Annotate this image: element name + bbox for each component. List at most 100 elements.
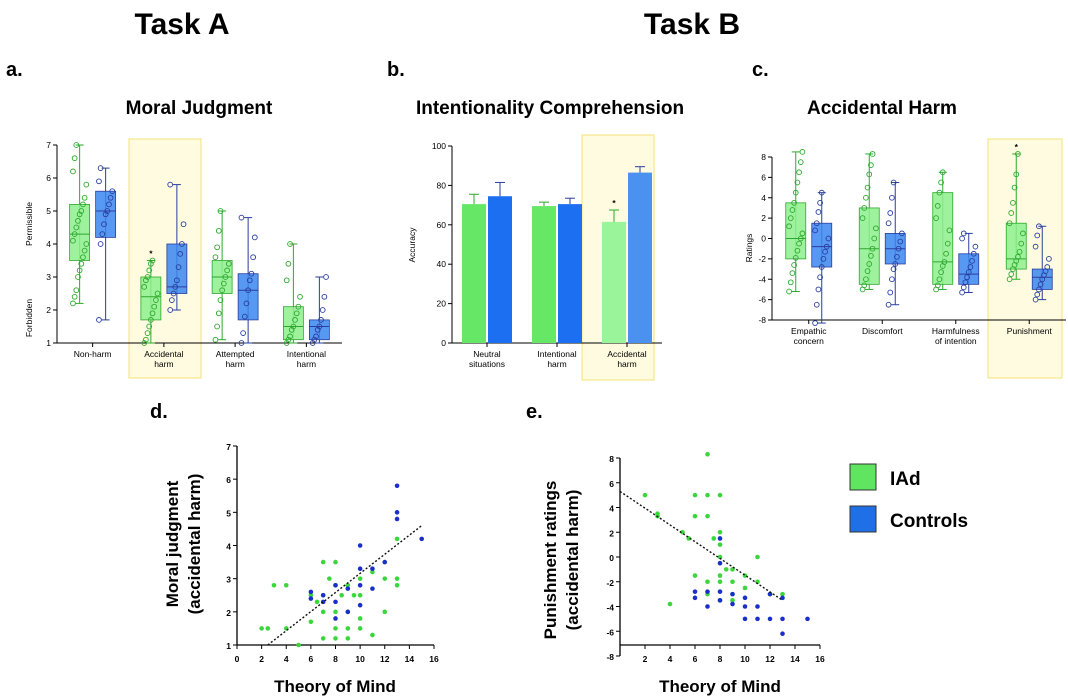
y-tick-label: 8	[761, 152, 766, 162]
x-tick-label-attempted-harm: Attempted	[216, 349, 255, 359]
data-point	[742, 616, 748, 622]
y-tick-label: 2	[226, 608, 231, 618]
data-point	[75, 274, 81, 280]
data-point	[320, 592, 326, 598]
y-tick-label: 0	[761, 234, 766, 244]
x-tick-label: 14	[405, 654, 415, 664]
data-point	[787, 215, 794, 221]
y-tick-label: 3	[46, 272, 51, 282]
data-point	[333, 599, 338, 605]
data-point	[321, 293, 328, 300]
data-point	[717, 560, 723, 566]
data-point	[283, 583, 289, 588]
data-point	[812, 320, 818, 326]
data-point	[215, 310, 222, 317]
data-point	[143, 336, 149, 343]
data-point	[370, 586, 375, 591]
x-tick-label-harmfulness-of-intention: of intention	[935, 336, 977, 346]
data-point	[962, 279, 969, 286]
data-point	[212, 254, 219, 261]
data-point	[933, 215, 939, 221]
data-point	[868, 162, 874, 169]
data-point	[394, 516, 400, 522]
data-point	[102, 211, 109, 218]
data-point	[730, 598, 735, 603]
data-point	[283, 340, 290, 346]
data-point	[780, 631, 785, 637]
data-point	[357, 576, 363, 581]
data-point	[357, 616, 363, 621]
data-point	[711, 536, 717, 541]
y-axis-label: Ratings	[744, 234, 754, 263]
data-point	[805, 616, 810, 622]
x-tick-label: 2	[643, 654, 648, 664]
data-point	[792, 189, 799, 196]
data-point	[259, 626, 264, 631]
data-point	[730, 601, 735, 607]
x-axis-label: Theory of Mind	[274, 677, 396, 696]
bar-intentional-harm-controls	[558, 197, 582, 343]
data-point	[717, 542, 723, 547]
data-point	[717, 589, 723, 594]
data-point	[154, 290, 161, 297]
y-axis-label-line2: (accidental harm)	[185, 474, 204, 615]
data-point	[241, 313, 248, 320]
data-point	[290, 323, 297, 330]
data-point	[419, 536, 424, 542]
data-point	[215, 227, 222, 234]
y-axis-label-line1: Moral judgment	[163, 480, 182, 607]
x-tick-label-attempted-harm: harm	[225, 359, 244, 369]
data-point	[818, 264, 825, 270]
data-point	[149, 310, 156, 317]
data-point	[297, 293, 303, 300]
data-point	[394, 536, 400, 542]
data-point	[285, 260, 292, 267]
y-tick-label: 0	[441, 338, 446, 348]
data-point	[767, 591, 773, 597]
data-point	[796, 240, 802, 247]
legend-label-controls: Controls	[890, 511, 968, 532]
box-non-harm-controls	[95, 165, 117, 323]
data-point	[1018, 240, 1025, 247]
data-point	[755, 604, 760, 609]
data-point	[939, 169, 946, 176]
y-tick-label: 20	[437, 299, 447, 309]
data-point	[394, 583, 400, 588]
y-tick-label: 7	[46, 140, 51, 150]
box-discomfort-iad	[858, 151, 880, 293]
data-point	[246, 277, 253, 284]
data-point	[240, 330, 246, 336]
data-point	[149, 257, 156, 264]
data-point	[81, 247, 88, 254]
data-point	[180, 221, 187, 228]
x-tick-label: 16	[429, 654, 439, 664]
data-point	[871, 235, 878, 242]
data-point	[71, 155, 78, 162]
data-point	[705, 492, 710, 498]
data-point	[167, 307, 174, 313]
data-point	[1046, 256, 1052, 262]
data-point	[1036, 223, 1042, 230]
data-point	[786, 223, 792, 230]
panel-letter-d: d.	[150, 401, 168, 423]
y-tick-label: 2	[46, 305, 51, 315]
data-point	[78, 260, 85, 267]
x-tick-label: 4	[284, 654, 289, 664]
data-point	[104, 208, 111, 214]
data-point	[107, 194, 114, 201]
data-point	[794, 179, 801, 186]
data-point	[817, 274, 823, 281]
data-point	[333, 626, 338, 631]
y-tick-label: -4	[606, 603, 614, 613]
data-point	[318, 317, 324, 323]
y-tick-label: 6	[46, 173, 51, 183]
y-tick-label: -8	[606, 652, 614, 662]
x-tick-label-accidental-harm: Accidental	[607, 349, 646, 359]
data-point	[323, 274, 329, 280]
y-tick-label: 7	[226, 442, 231, 452]
data-point	[818, 189, 825, 196]
data-point	[869, 245, 876, 252]
data-point	[73, 287, 80, 294]
data-point	[1006, 220, 1013, 227]
y-tick-label: 5	[226, 508, 231, 518]
